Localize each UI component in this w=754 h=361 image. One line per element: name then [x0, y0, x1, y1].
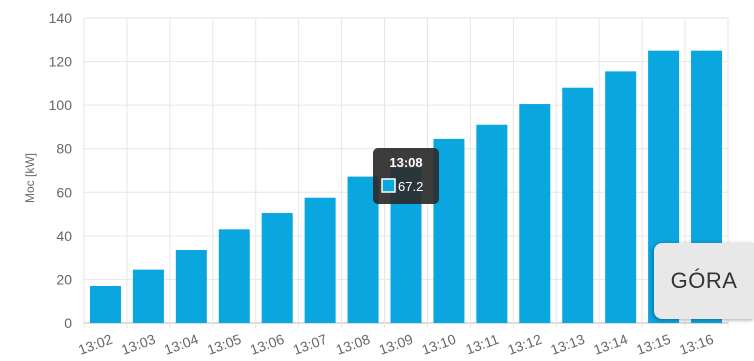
- x-tick-label: 13:04: [162, 331, 201, 358]
- x-tick-label: 13:14: [591, 331, 630, 358]
- tooltip-series-swatch: [381, 178, 396, 193]
- x-tick-label: 13:15: [634, 331, 673, 358]
- x-tick-label: 13:11: [463, 331, 501, 358]
- x-tick-label: 13:12: [505, 331, 544, 358]
- bar[interactable]: [132, 269, 164, 323]
- bar[interactable]: [304, 197, 336, 323]
- y-tick-label: 120: [49, 54, 73, 70]
- y-axis-title: Moc [kW]: [23, 153, 37, 203]
- bar[interactable]: [519, 104, 551, 323]
- x-tick-label: 13:06: [248, 331, 287, 358]
- y-axis-ticks: 0 20 40 60 80 100 120 140: [49, 10, 73, 331]
- x-axis-ticks: 13:02 13:03 13:04 13:05 13:06 13:07 13:08 13:09…: [76, 331, 716, 358]
- tooltip-value: 67.2: [398, 179, 423, 194]
- bar[interactable]: [175, 250, 207, 323]
- tooltip: 13:08 67.2: [373, 148, 439, 204]
- x-tick-label: 13:09: [377, 331, 416, 358]
- y-tick-label: 20: [56, 271, 72, 287]
- bar[interactable]: [476, 124, 508, 323]
- bar[interactable]: [261, 212, 293, 323]
- x-tick-label: 13:02: [76, 331, 115, 358]
- bar[interactable]: [562, 87, 594, 323]
- x-tick-label: 13:13: [548, 331, 587, 358]
- x-tick-label: 13:07: [291, 331, 330, 358]
- y-tick-label: 80: [56, 141, 72, 157]
- bar[interactable]: [347, 176, 379, 323]
- bars: [89, 50, 723, 324]
- tooltip-title: 13:08: [389, 155, 422, 170]
- x-tick-label: 13:05: [205, 331, 244, 358]
- y-tick-label: 0: [64, 315, 72, 331]
- x-tick-label: 13:16: [677, 331, 716, 358]
- x-tick-label: 13:03: [119, 331, 158, 358]
- bar[interactable]: [605, 71, 637, 323]
- x-tick-label: 13:08: [334, 331, 373, 358]
- y-tick-label: 60: [56, 184, 72, 200]
- bar[interactable]: [218, 229, 250, 323]
- bar[interactable]: [89, 285, 121, 323]
- scroll-top-button[interactable]: GÓRA: [654, 243, 754, 319]
- y-tick-label: 140: [49, 10, 73, 26]
- y-tick-label: 100: [49, 97, 73, 113]
- y-tick-label: 40: [56, 228, 72, 244]
- x-tick-label: 13:10: [420, 331, 459, 358]
